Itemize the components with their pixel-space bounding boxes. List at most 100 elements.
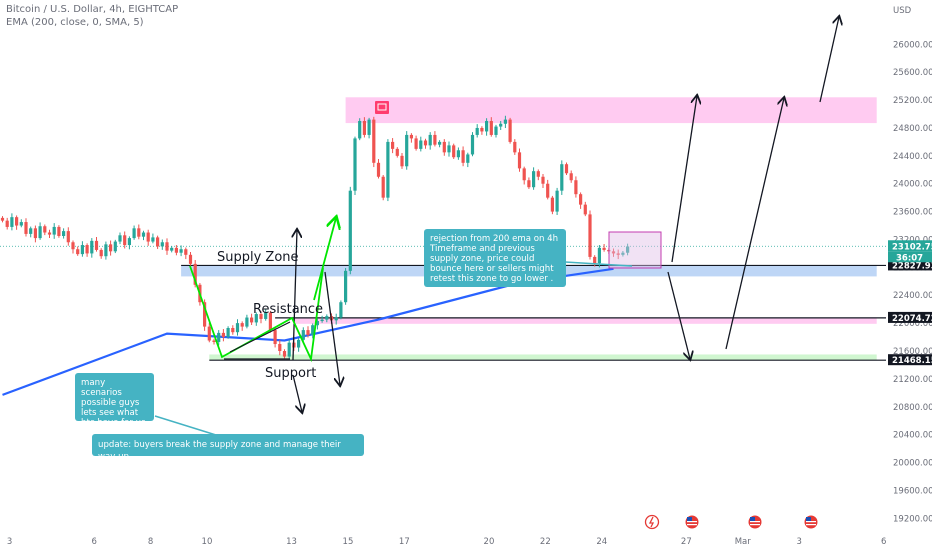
currency-label: USD	[893, 6, 912, 16]
bolt-glyph	[648, 516, 655, 528]
event-icons[interactable]	[644, 514, 818, 530]
candle-body-44	[207, 326, 211, 341]
candle-body-37	[174, 247, 178, 253]
candle-body-90	[423, 140, 428, 146]
time-tick-label: 13	[286, 537, 297, 547]
candle-body-66	[311, 325, 315, 335]
price-tick-label: 21200.00	[893, 375, 932, 385]
time-tick-label: 8	[148, 537, 153, 547]
price-tick-label: 24800.00	[893, 124, 932, 134]
time-tick-label: 22	[540, 537, 551, 547]
price-tick-label: 19200.00	[893, 514, 932, 524]
candle-body-123	[579, 194, 583, 205]
candle-body-40	[188, 254, 193, 264]
candle-body-72	[339, 302, 343, 318]
candle-body-22	[104, 244, 108, 257]
time-tick-label: 17	[399, 537, 410, 547]
candle-body-50	[235, 323, 240, 333]
candle-body-61	[287, 342, 291, 357]
candle-body-115	[541, 176, 545, 184]
time-axis[interactable]: 3 6 8 10 13 15 17 20 22 24 27 Mar 3 6	[7, 537, 887, 547]
candle-body-27	[127, 238, 131, 246]
flag-body	[375, 101, 389, 114]
candle-body-59	[278, 344, 282, 351]
price-tick-label: 20800.00	[893, 403, 932, 413]
candle-body-103	[485, 120, 489, 132]
candle-body-133	[626, 246, 630, 253]
black-arrow-4	[292, 374, 302, 412]
black-arrow-3	[667, 271, 690, 359]
rejection-note[interactable]: rejection from 200 ema on 4h Timeframe a…	[424, 229, 566, 287]
candle-body-116	[546, 183, 550, 198]
candle-body-81	[381, 176, 385, 198]
candle-body-79	[372, 119, 376, 163]
candle-body-77	[362, 120, 366, 135]
rejection-note-pointer	[564, 261, 633, 267]
candle-body-124	[583, 204, 587, 215]
candle-body-3	[15, 217, 19, 226]
price-label-2: 22827.93	[888, 259, 932, 271]
black-arrow-1	[725, 98, 784, 350]
drawings-layer	[154, 17, 839, 441]
candle-body-125	[588, 214, 592, 257]
price-tick-label: 19600.00	[893, 486, 932, 496]
candle-body-36	[170, 247, 174, 251]
candle-body-130	[611, 251, 616, 254]
candle-body-107	[503, 119, 507, 124]
candle-body-100	[470, 134, 475, 155]
candles-layer	[0, 115, 630, 360]
candle-body-6	[29, 228, 33, 234]
time-tick-label: 6	[91, 537, 96, 547]
candle-body-29	[137, 228, 141, 237]
candle-body-53	[250, 317, 254, 323]
black-arrow-2	[819, 17, 839, 103]
time-tick-label: 20	[484, 537, 495, 547]
candle-body-117	[550, 197, 554, 212]
candle-body-106	[499, 123, 503, 127]
candle-body-7	[33, 228, 37, 239]
scenarios-note[interactable]: many scenarios possible guys lets see wh…	[75, 373, 154, 428]
candle-body-21	[99, 249, 103, 257]
price-label-text-0: 23102.75	[892, 242, 932, 252]
candle-body-104	[489, 120, 493, 135]
candle-body-97	[456, 150, 460, 158]
candle-body-43	[203, 302, 207, 327]
candle-body-39	[184, 249, 188, 255]
price-label-text-4: 21468.15	[892, 356, 932, 366]
candle-body-28	[132, 228, 136, 239]
update-note[interactable]: update: buyers break the supply zone and…	[92, 434, 364, 462]
candle-body-9	[43, 226, 47, 233]
candle-body-67	[315, 321, 319, 326]
price-label-bg-0	[888, 240, 932, 252]
candle-body-122	[574, 180, 578, 195]
flag-icon	[375, 101, 389, 114]
annotation-labels: Supply Zone Resistance Support USD	[217, 6, 912, 381]
candle-body-16	[76, 249, 80, 255]
candle-body-11	[52, 226, 56, 235]
price-label-bg-3	[888, 311, 932, 323]
candle-body-84	[395, 148, 399, 156]
flag-stripe-b	[687, 524, 697, 526]
time-tick-label: 3	[796, 537, 801, 547]
candle-body-64	[301, 330, 305, 340]
time-tick-label: Mar	[735, 537, 752, 547]
candle-body-13	[62, 231, 66, 236]
price-tick-label: 23600.00	[893, 208, 932, 218]
price-label-bg-2	[888, 259, 932, 271]
price-axis[interactable]: 19200.00 19600.00 20000.00 20400.00 20800.00…	[888, 40, 932, 524]
candle-body-45	[212, 340, 216, 342]
resistance-label: Resistance	[253, 302, 323, 317]
price-tick-label: 24000.00	[893, 180, 932, 190]
price-tick-label: 24400.00	[893, 152, 932, 162]
candle-body-46	[217, 332, 221, 342]
candle-body-51	[240, 323, 244, 327]
candle-body-126	[593, 256, 597, 264]
black-arrow-0	[671, 96, 697, 263]
price-tick-label: 20400.00	[893, 431, 932, 441]
candle-body-63	[297, 339, 301, 348]
candle-body-87	[409, 134, 413, 139]
candle-body-33	[156, 237, 160, 247]
candle-body-132	[621, 252, 625, 255]
candle-body-120	[564, 164, 569, 174]
green-arrow-up	[313, 218, 336, 301]
